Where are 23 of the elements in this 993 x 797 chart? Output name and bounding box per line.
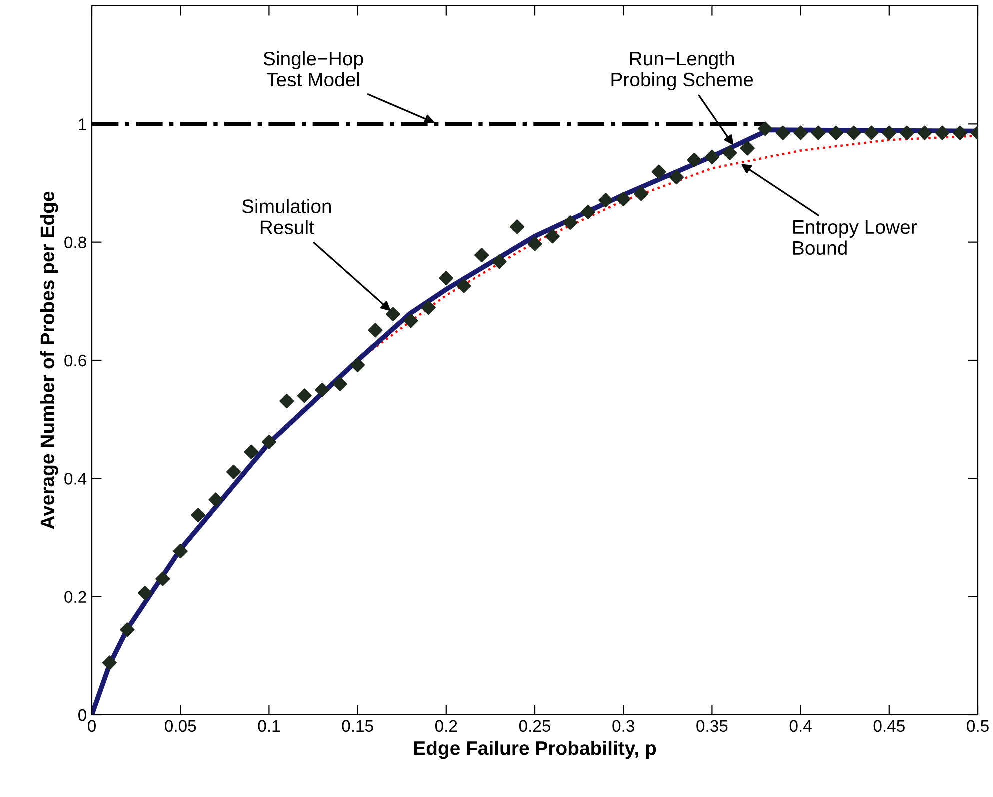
x-tick-label: 0.4 [790, 720, 812, 732]
x-tick-label: 0.35 [696, 720, 728, 732]
annotation: Entropy Lower Bound [794, 220, 917, 256]
x-tick-label: 0.3 [612, 720, 634, 732]
x-axis-title: Edge Failure Probability, p [414, 740, 656, 760]
y-tick-label: 0 [78, 709, 86, 722]
x-tick-label: 0.15 [342, 720, 374, 732]
x-tick-label: 0.45 [874, 720, 905, 732]
y-tick-label: 0.4 [64, 473, 87, 485]
x-tick-label: 0.2 [435, 720, 458, 732]
annotation: Run−Length Probing Scheme [612, 51, 754, 91]
y-tick-label: 0.2 [64, 591, 86, 604]
x-tick-label: 0 [88, 720, 96, 732]
y-tick-label: 0.8 [64, 236, 86, 249]
x-tick-label: 0.1 [258, 720, 280, 732]
x-tick-label: 0.05 [165, 720, 196, 732]
annotation: Simulation Result [242, 199, 332, 234]
y-axis-title: Average Number of Probes per Edge [40, 192, 58, 530]
x-tick-label: 0.25 [519, 720, 551, 732]
y-tick-label: 0.6 [64, 354, 86, 367]
x-tick-label: 0.5 [967, 720, 989, 732]
y-tick-label: 1 [79, 118, 86, 130]
annotation: Single−Hop Test Model [264, 51, 364, 87]
